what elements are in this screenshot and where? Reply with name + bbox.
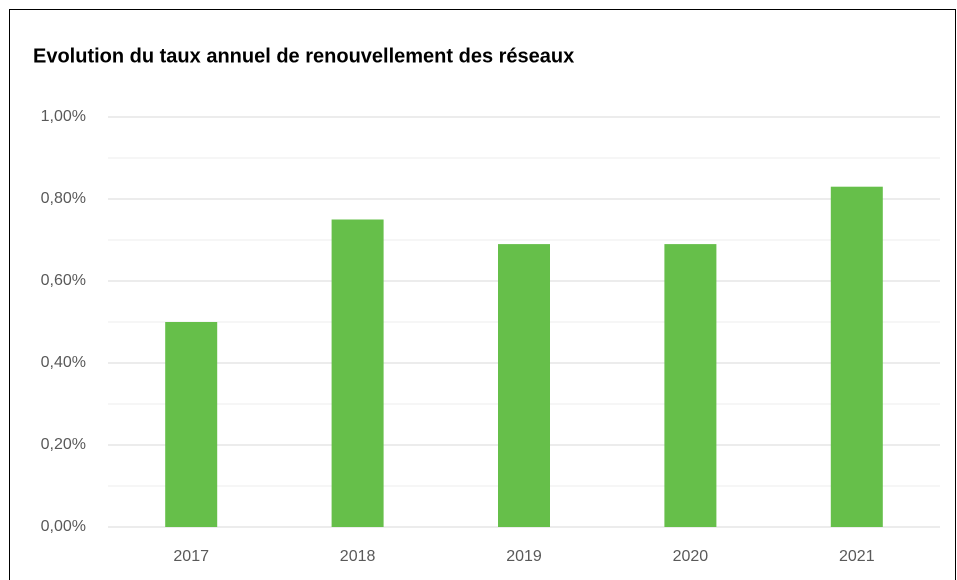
y-tick-label: 0,60% (41, 272, 86, 289)
y-tick-label: 0,00% (41, 518, 86, 535)
chart-frame (9, 9, 956, 580)
bar (498, 244, 550, 527)
bar (830, 186, 883, 527)
y-tick-label: 0,20% (41, 436, 86, 453)
chart-title: Evolution du taux annuel de renouvelleme… (33, 45, 574, 67)
bar (165, 322, 218, 527)
x-tick-label: 2018 (340, 548, 376, 565)
bar (664, 244, 717, 527)
x-tick-label: 2021 (839, 548, 875, 565)
y-tick-label: 1,00% (41, 108, 86, 125)
x-tick-label: 2019 (506, 548, 542, 565)
y-tick-label: 0,40% (41, 354, 86, 371)
y-tick-label: 0,80% (41, 190, 86, 207)
bar (331, 219, 384, 527)
x-tick-label: 2020 (673, 548, 709, 565)
x-tick-label: 2017 (173, 548, 209, 565)
